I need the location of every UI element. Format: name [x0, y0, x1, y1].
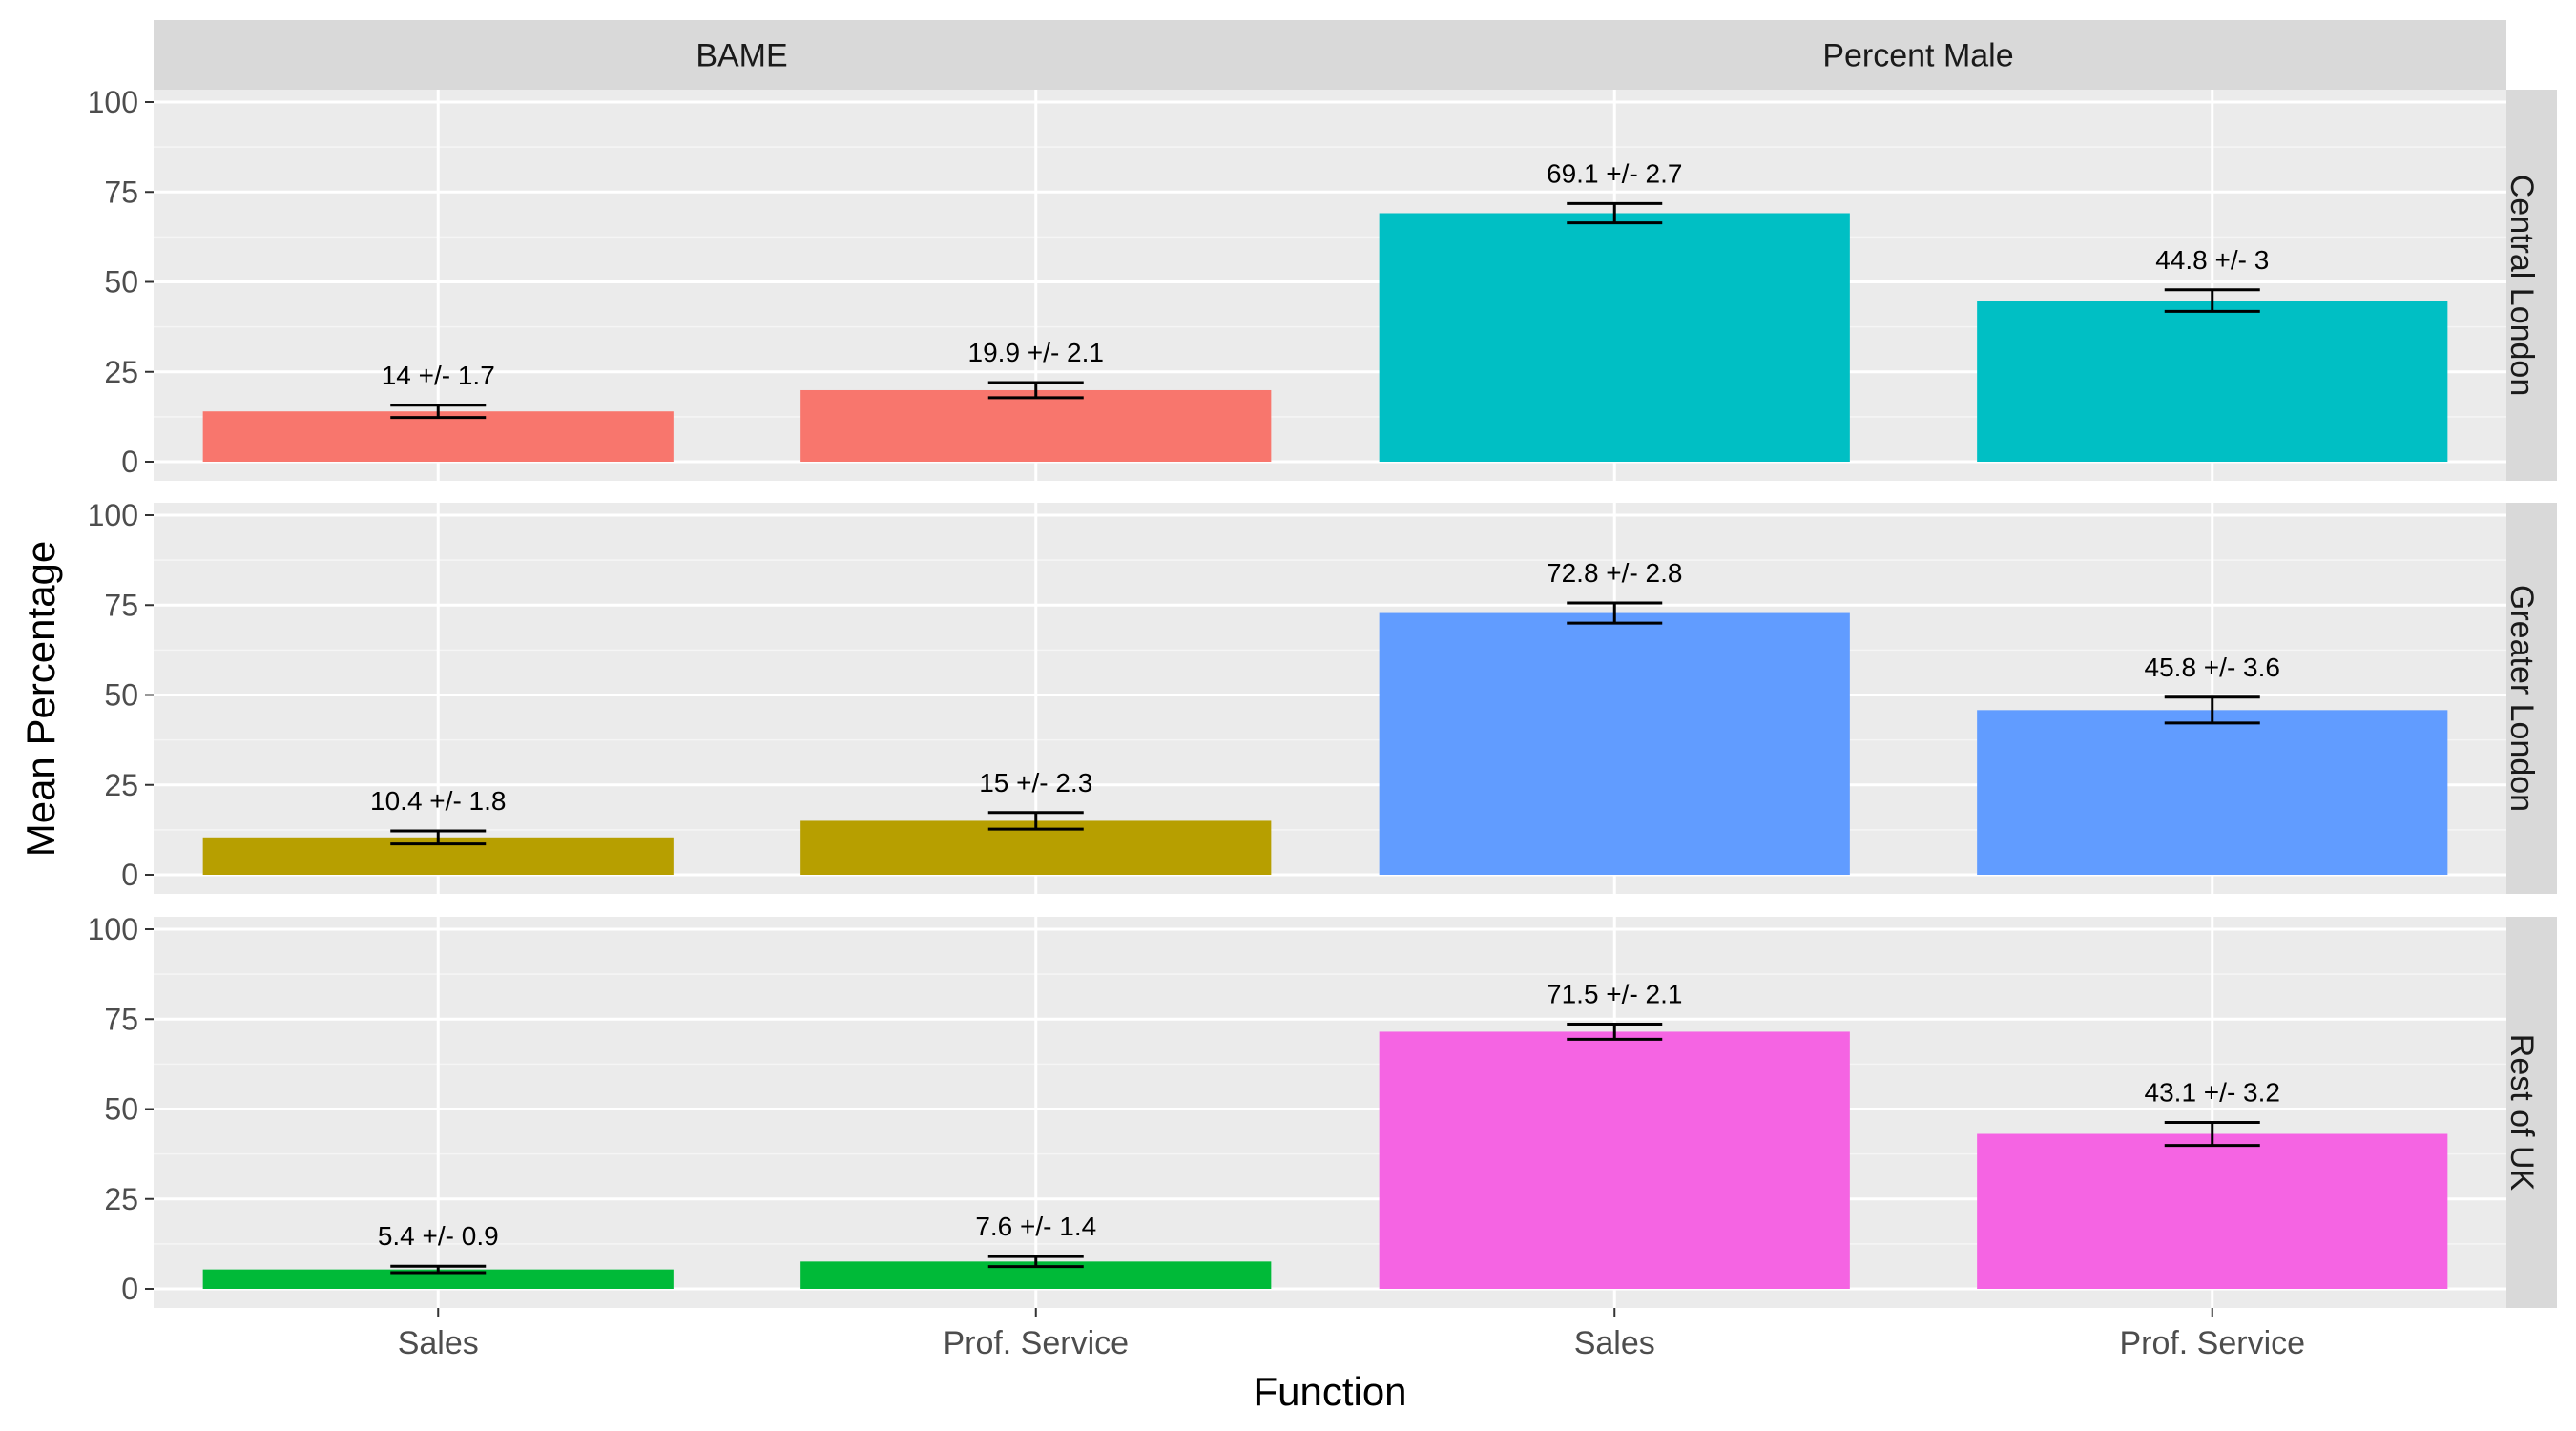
y-axis-title: Mean Percentage: [18, 541, 63, 858]
data-label: 45.8 +/- 3.6: [2145, 653, 2280, 682]
y-tick-label: 75: [104, 175, 138, 209]
y-tick-label: 50: [104, 678, 138, 713]
data-label: 15 +/- 2.3: [979, 768, 1092, 798]
bar-bame-central-london-sales: [202, 411, 674, 462]
y-tick-label: 100: [88, 912, 138, 946]
row-strip-label-rest-of-uk: Rest of UK: [2503, 1034, 2540, 1192]
data-label: 44.8 +/- 3: [2155, 245, 2269, 275]
x-axis-title: Function: [1253, 1369, 1406, 1414]
panel-bame-rest-of-uk: [154, 917, 1330, 1308]
bar-percent-male-greater-london-sales: [1379, 612, 1850, 875]
bar-bame-central-london-prof-service: [800, 389, 1272, 462]
y-tick-label: 100: [88, 85, 138, 119]
x-tick-label: Prof. Service: [2119, 1325, 2305, 1361]
data-label: 72.8 +/- 2.8: [1547, 558, 1682, 588]
data-label: 19.9 +/- 2.1: [968, 338, 1104, 367]
x-tick-label: Prof. Service: [943, 1325, 1129, 1361]
y-tick-label: 0: [121, 445, 138, 479]
y-tick-label: 0: [121, 858, 138, 892]
bar-bame-rest-of-uk-sales: [202, 1269, 674, 1289]
data-label: 14 +/- 1.7: [382, 361, 495, 390]
bar-percent-male-greater-london-prof-service: [1977, 710, 2448, 875]
row-strip-label-greater-london: Greater London: [2503, 585, 2540, 812]
y-tick-label: 75: [104, 588, 138, 622]
y-tick-label: 0: [121, 1272, 138, 1306]
data-label: 71.5 +/- 2.1: [1547, 980, 1682, 1009]
y-tick-label: 50: [104, 1092, 138, 1127]
data-label: 10.4 +/- 1.8: [370, 786, 506, 816]
data-label: 69.1 +/- 2.7: [1547, 158, 1682, 188]
bar-percent-male-rest-of-uk-sales: [1379, 1031, 1850, 1289]
data-label: 5.4 +/- 0.9: [378, 1221, 499, 1251]
data-label: 43.1 +/- 3.2: [2145, 1077, 2280, 1107]
row-strip-label-central-london: Central London: [2503, 175, 2540, 397]
y-tick-label: 25: [104, 355, 138, 389]
x-tick-label: Sales: [1574, 1325, 1655, 1361]
x-tick-label: Sales: [398, 1325, 479, 1361]
bar-percent-male-rest-of-uk-prof-service: [1977, 1133, 2448, 1289]
data-label: 7.6 +/- 1.4: [975, 1212, 1096, 1241]
facet-strip-label-bame: BAME: [696, 38, 787, 74]
facet-strip-bame: [154, 20, 1330, 90]
y-tick-label: 25: [104, 1182, 138, 1216]
y-tick-label: 75: [104, 1002, 138, 1036]
y-tick-label: 50: [104, 265, 138, 300]
y-tick-label: 100: [88, 498, 138, 532]
bar-percent-male-central-london-sales: [1379, 213, 1850, 463]
y-tick-label: 25: [104, 768, 138, 802]
bar-percent-male-central-london-prof-service: [1977, 301, 2448, 462]
facet-strip-label-percent-male: Percent Male: [1822, 38, 2013, 74]
facet-strip-percent-male: [1330, 20, 2506, 90]
